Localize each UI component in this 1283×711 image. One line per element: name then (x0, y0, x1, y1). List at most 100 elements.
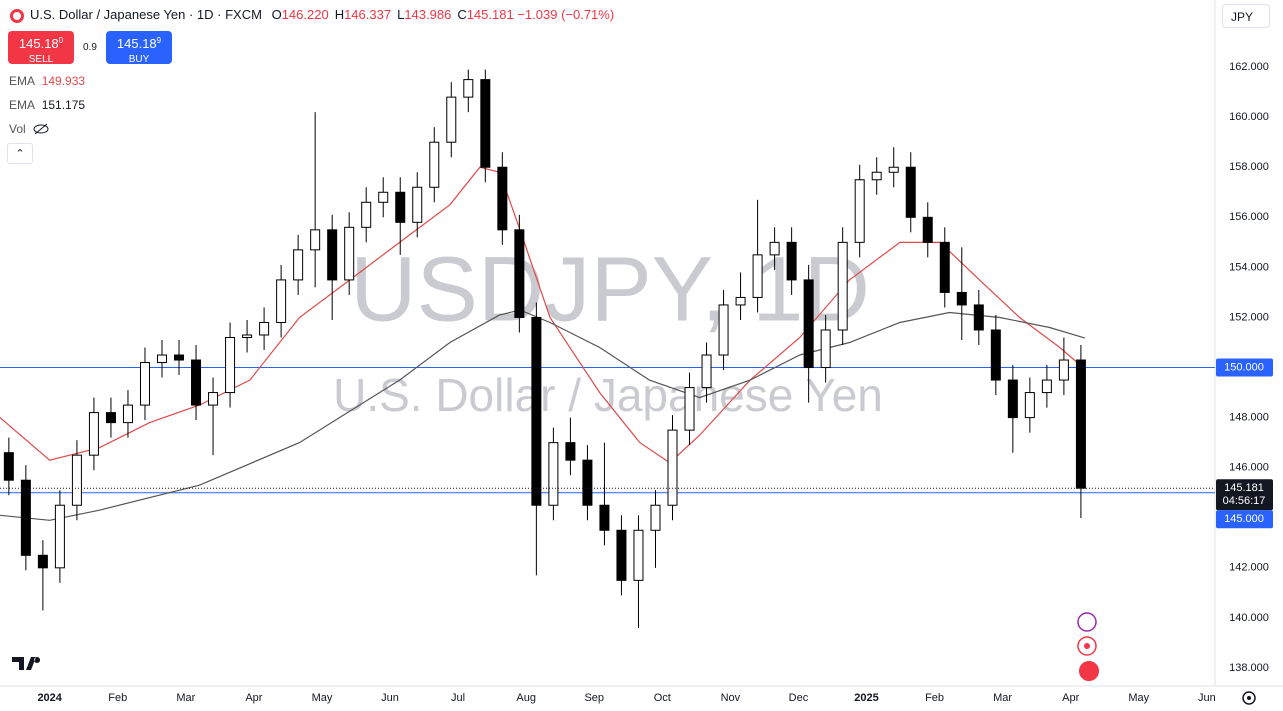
x-tick-label: Mar (176, 692, 195, 704)
price-line-box (1216, 510, 1273, 529)
candle-body (174, 354, 185, 361)
ohlc-value: 146.337 (344, 7, 392, 22)
candle-body (956, 291, 967, 306)
symbol-title: U.S. Dollar / Japanese Yen · 1D · FXCM (30, 7, 262, 22)
sell-price: 145.18 (18, 36, 59, 51)
symbol-legend: U.S. Dollar / Japanese Yen · 1D · FXCM O… (30, 7, 614, 22)
candle-body (122, 404, 133, 424)
volume-legend: Vol (9, 121, 49, 136)
currency-button[interactable]: JPY (1222, 4, 1270, 28)
buy-price: 145.18 (116, 36, 157, 51)
candle-body (88, 412, 99, 456)
candle-body (684, 387, 695, 431)
candle-body (514, 229, 525, 318)
candle-body (1075, 359, 1086, 489)
candle-body (820, 329, 831, 369)
candle-body (395, 191, 406, 223)
candle-body (1058, 359, 1069, 381)
ema-legend: EMA 151.175 (9, 98, 85, 112)
settings-icon[interactable] (1242, 691, 1256, 705)
candle-body (701, 354, 712, 389)
ohlc-value: 145.181 (466, 7, 514, 22)
candle-body (548, 442, 559, 506)
y-tick-label: 146.000 (1229, 462, 1269, 474)
last-price-label: 145.181 (1224, 482, 1264, 494)
ema-name: EMA (9, 98, 36, 112)
x-tick-label: Jul (451, 692, 465, 704)
ema-line (0, 309, 1086, 521)
volume-label: Vol (9, 122, 26, 136)
candle-body (157, 354, 167, 364)
y-tick-label: 148.000 (1229, 412, 1269, 424)
candle-body (922, 216, 933, 243)
change: −1.039 (−0.71%) (517, 7, 615, 22)
candle-body (208, 392, 219, 406)
candle-body (939, 241, 950, 293)
price-line-label: 145.000 (1224, 513, 1264, 525)
candle-body (327, 229, 338, 281)
candle-body (1024, 392, 1035, 419)
candle-body (650, 504, 661, 531)
buy-pip: 9 (156, 36, 162, 45)
candle-body (786, 241, 797, 281)
x-tick-label: 2024 (37, 692, 62, 704)
collapse-button[interactable]: ⌃ (7, 143, 33, 164)
buy-button[interactable]: 145.189 BUY (106, 31, 172, 65)
candle-body (412, 186, 423, 223)
x-tick-label: Nov (721, 692, 741, 704)
x-tick-label: Feb (108, 692, 127, 704)
candle-body (1007, 379, 1018, 419)
candle-body (871, 171, 882, 181)
price-line-box (1216, 358, 1273, 377)
candle-body (735, 296, 746, 306)
candle-body (667, 429, 678, 506)
ohlc-key: L (397, 7, 405, 22)
candle-body (71, 454, 82, 506)
x-tick-label: Jun (381, 692, 399, 704)
ema-legend: EMA 149.933 (9, 74, 85, 88)
candle-body (344, 226, 355, 281)
candle-body (752, 254, 763, 298)
x-tick-label: Dec (789, 692, 809, 704)
candle-body (191, 359, 202, 406)
x-tick-label: Apr (1062, 692, 1079, 704)
candle-body (37, 554, 48, 569)
candle-body (803, 279, 814, 369)
candle-body (769, 241, 780, 256)
candle-body (888, 166, 899, 173)
candle-body (633, 529, 644, 581)
y-tick-label: 138.000 (1229, 662, 1269, 674)
candle-body (531, 316, 542, 506)
candle-body (105, 412, 116, 424)
x-tick-label: Oct (654, 692, 671, 704)
candle-body (446, 96, 457, 143)
candle-body (225, 336, 236, 394)
candle-body (139, 362, 150, 406)
y-tick-label: 158.000 (1229, 161, 1269, 173)
y-tick-label: 140.000 (1229, 612, 1269, 624)
buy-label: BUY (128, 54, 150, 65)
ohlc-value: 146.220 (281, 7, 329, 22)
candle-body (599, 504, 610, 531)
y-tick-label: 152.000 (1229, 311, 1269, 323)
candle-body (361, 201, 372, 228)
hidden-icon[interactable] (33, 123, 49, 135)
price-line-label: 150.000 (1224, 361, 1264, 373)
candle-body (973, 304, 984, 331)
ohlc-key: H (334, 7, 345, 22)
candle-body (429, 141, 440, 188)
watermark-description: U.S. Dollar / Japanese Yen (333, 369, 883, 421)
candle-body (565, 442, 576, 461)
ohlc-value: 143.986 (404, 7, 452, 22)
candle-body (242, 334, 253, 338)
candle-body (837, 241, 848, 331)
ohlc: O146.220 H146.337 L143.986 C145.181 (266, 7, 514, 22)
y-tick-label: 142.000 (1229, 562, 1269, 574)
sell-button[interactable]: 145.180 SELL (8, 31, 74, 65)
x-tick-label: Jun (1198, 692, 1216, 704)
candle-body (259, 321, 270, 336)
candle-body (378, 191, 389, 203)
sell-pip: 0 (58, 36, 64, 45)
